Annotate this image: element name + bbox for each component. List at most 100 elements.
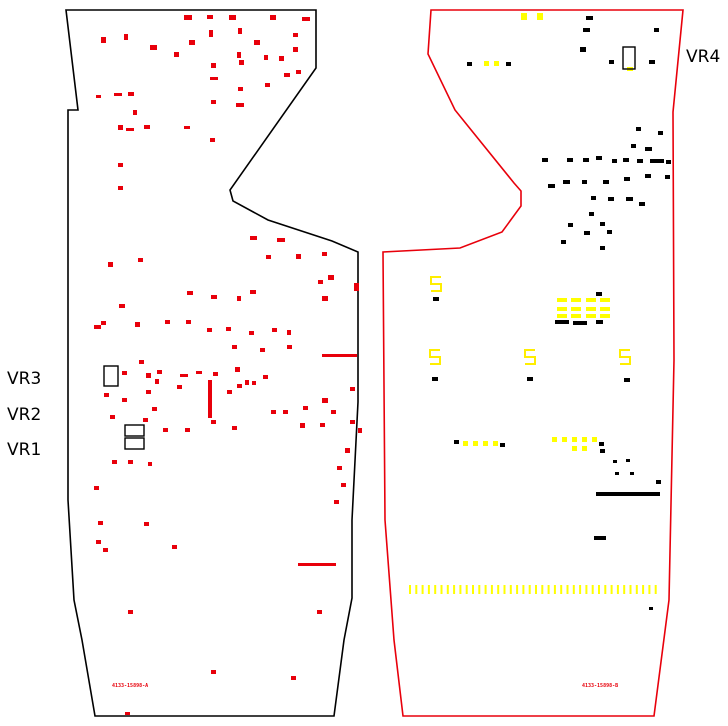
component-mark bbox=[245, 380, 249, 385]
highlight-pad bbox=[552, 437, 557, 442]
connector-pin bbox=[591, 585, 594, 594]
connector-pin bbox=[541, 585, 544, 594]
component-mark bbox=[126, 128, 134, 131]
connector-pin bbox=[427, 585, 430, 594]
vr4-label: VR4 bbox=[686, 47, 720, 67]
component-mark bbox=[317, 610, 322, 614]
component-mark bbox=[122, 371, 127, 375]
connector-pin bbox=[629, 585, 632, 594]
component-mark bbox=[189, 40, 195, 45]
component-mark bbox=[300, 423, 305, 428]
connector-pin bbox=[635, 585, 638, 594]
component-mark bbox=[196, 371, 202, 374]
component-mark bbox=[165, 320, 170, 324]
component-mark bbox=[654, 28, 659, 32]
component-mark bbox=[118, 186, 123, 190]
component-mark bbox=[237, 384, 242, 388]
component-mark bbox=[583, 158, 589, 162]
component-mark bbox=[108, 262, 113, 267]
component-mark bbox=[527, 377, 533, 381]
component-mark bbox=[599, 442, 604, 446]
component-mark bbox=[334, 500, 339, 504]
component-mark bbox=[185, 428, 190, 432]
highlight-pad bbox=[571, 307, 581, 311]
connector-pin bbox=[453, 585, 456, 594]
component-mark bbox=[573, 321, 587, 325]
test-pad bbox=[524, 349, 536, 365]
connector-pin bbox=[497, 585, 500, 594]
component-mark bbox=[603, 180, 609, 184]
component-mark bbox=[122, 398, 127, 402]
component-mark bbox=[350, 387, 355, 391]
highlight-pad bbox=[572, 446, 577, 451]
highlight-pad bbox=[484, 61, 489, 66]
component-mark bbox=[582, 180, 587, 184]
component-mark bbox=[506, 62, 511, 66]
highlight-pad bbox=[557, 298, 567, 302]
component-mark bbox=[293, 33, 298, 37]
component-mark bbox=[128, 610, 133, 614]
component-mark bbox=[152, 407, 157, 411]
component-mark bbox=[254, 40, 260, 45]
component-mark bbox=[354, 283, 359, 291]
connector-pin bbox=[654, 585, 657, 594]
component-mark bbox=[239, 60, 244, 65]
connector-pin bbox=[465, 585, 468, 594]
component-mark bbox=[303, 406, 308, 410]
component-mark bbox=[260, 348, 265, 352]
connector-pin bbox=[459, 585, 462, 594]
component-mark bbox=[563, 180, 570, 184]
component-mark bbox=[302, 17, 310, 21]
highlight-pad bbox=[586, 307, 596, 311]
component-mark bbox=[284, 73, 290, 77]
component-mark bbox=[666, 160, 671, 164]
test-pad bbox=[430, 276, 442, 292]
component-mark bbox=[283, 410, 288, 414]
highlight-pad bbox=[494, 61, 499, 66]
component-mark bbox=[252, 381, 256, 385]
highlight-pad bbox=[463, 441, 468, 446]
component-mark bbox=[568, 223, 573, 227]
component-mark bbox=[600, 246, 605, 250]
component-mark bbox=[609, 60, 614, 64]
connector-pin bbox=[648, 585, 651, 594]
component-mark bbox=[624, 177, 630, 181]
component-mark bbox=[135, 322, 140, 327]
connector-pin bbox=[446, 585, 449, 594]
component-mark bbox=[272, 328, 277, 332]
component-mark bbox=[542, 158, 548, 162]
connector-pin bbox=[535, 585, 537, 594]
component-mark bbox=[144, 125, 150, 129]
connector-pin bbox=[509, 585, 512, 594]
component-mark bbox=[645, 147, 652, 151]
highlight-pad bbox=[582, 446, 587, 451]
connector-pin bbox=[472, 585, 474, 594]
vr3-marker bbox=[103, 365, 119, 387]
component-mark bbox=[650, 159, 664, 163]
connector-pin bbox=[604, 585, 607, 594]
component-mark bbox=[180, 374, 188, 377]
component-mark bbox=[263, 375, 268, 379]
highlight-pad bbox=[473, 441, 478, 446]
highlight-pad bbox=[586, 298, 596, 302]
component-mark bbox=[119, 304, 125, 308]
component-mark bbox=[279, 56, 284, 61]
component-mark bbox=[594, 536, 606, 540]
connector-pin bbox=[572, 585, 575, 594]
component-mark bbox=[589, 212, 594, 216]
component-mark bbox=[172, 545, 177, 549]
highlight-pad bbox=[600, 314, 610, 318]
component-mark bbox=[264, 55, 268, 60]
component-mark bbox=[237, 52, 241, 58]
component-mark bbox=[103, 548, 108, 552]
component-mark bbox=[229, 15, 236, 20]
component-mark bbox=[665, 175, 670, 179]
component-mark bbox=[232, 426, 237, 430]
component-mark bbox=[287, 330, 291, 335]
connector-pin bbox=[516, 585, 519, 594]
connector-pin bbox=[522, 585, 525, 594]
highlight-pad bbox=[572, 437, 577, 442]
component-mark bbox=[211, 295, 217, 299]
component-mark bbox=[613, 460, 617, 463]
component-mark bbox=[210, 77, 218, 80]
